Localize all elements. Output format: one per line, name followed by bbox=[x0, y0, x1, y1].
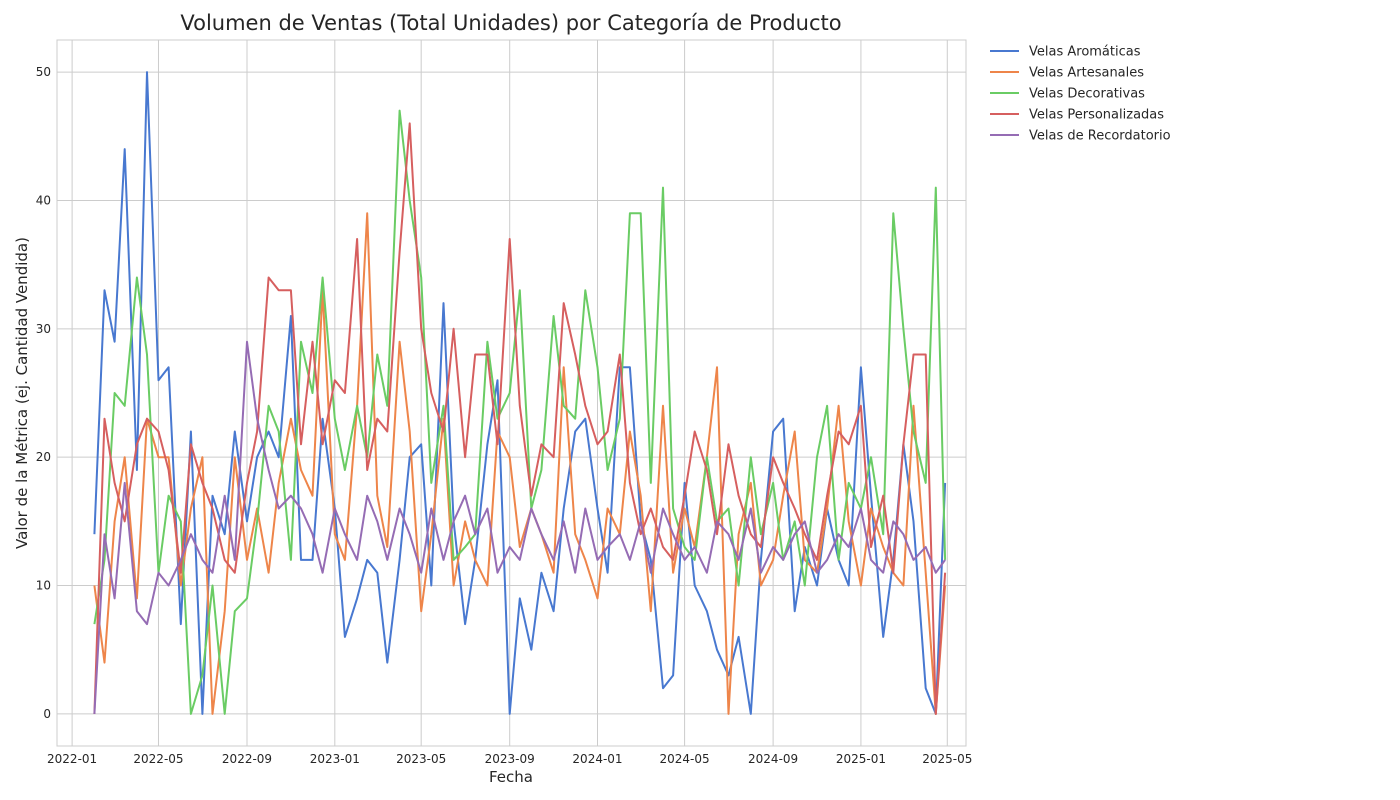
series-line bbox=[93, 122, 947, 715]
plot-frame bbox=[56, 39, 967, 747]
y-tick-label: 40 bbox=[36, 193, 51, 207]
series-line bbox=[93, 109, 947, 715]
x-tick-label: 2024-09 bbox=[748, 752, 798, 766]
y-tick-labels: 0 10 20 30 40 50 bbox=[36, 65, 51, 721]
series-line bbox=[93, 212, 947, 715]
x-tick-label: 2023-01 bbox=[310, 752, 360, 766]
x-tick-label: 2025-05 bbox=[922, 752, 972, 766]
y-tick-label: 30 bbox=[36, 322, 51, 336]
legend-label: Velas Artesanales bbox=[1029, 66, 1144, 81]
plot-background bbox=[57, 40, 966, 746]
y-axis-label: Valor de la Métrica (ej. Cantidad Vendid… bbox=[13, 237, 31, 549]
x-tick-labels: 2022-01 2022-05 2022-09 2023-01 2023-05 2023-… bbox=[47, 752, 972, 766]
legend-label: Velas Aromáticas bbox=[1029, 45, 1141, 60]
x-axis-label: Fecha bbox=[489, 768, 533, 786]
x-tick-label: 2024-05 bbox=[660, 752, 710, 766]
legend-label: Velas Personalizadas bbox=[1029, 108, 1164, 123]
x-tick-label: 2022-05 bbox=[133, 752, 183, 766]
x-tick-label: 2025-01 bbox=[836, 752, 886, 766]
x-tick-label: 2022-09 bbox=[222, 752, 272, 766]
legend: Velas Aromáticas Velas Artesanales Velas D… bbox=[990, 45, 1171, 144]
series-lines bbox=[93, 71, 947, 715]
x-tick-label: 2022-01 bbox=[47, 752, 97, 766]
y-tick-label: 10 bbox=[36, 579, 51, 593]
legend-label: Velas de Recordatorio bbox=[1029, 129, 1171, 144]
x-tick-label: 2023-09 bbox=[485, 752, 535, 766]
series-line bbox=[93, 71, 947, 715]
chart-title: Volumen de Ventas (Total Unidades) por C… bbox=[180, 11, 841, 35]
x-tick-label: 2024-01 bbox=[572, 752, 622, 766]
y-tick-label: 50 bbox=[36, 65, 51, 79]
y-tick-label: 20 bbox=[36, 450, 51, 464]
y-tick-label: 0 bbox=[43, 707, 51, 721]
x-tick-label: 2023-05 bbox=[396, 752, 446, 766]
series-line bbox=[93, 340, 946, 714]
legend-label: Velas Decorativas bbox=[1029, 87, 1145, 102]
grid bbox=[57, 40, 966, 746]
